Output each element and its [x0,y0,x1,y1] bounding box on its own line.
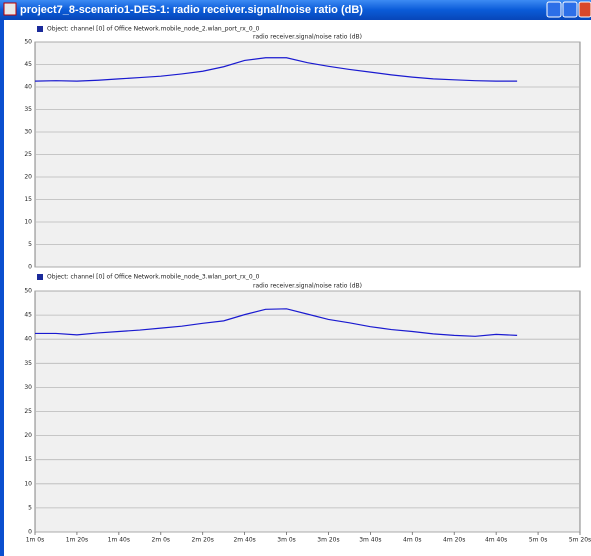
y-tick-label: 40 [24,84,32,91]
y-tick-label: 10 [24,219,32,226]
x-tick-label: 2m 20s [192,537,214,544]
legend-label: Object: channel [0] of Office Network.mo… [47,26,260,33]
data-line [34,57,518,82]
chart-title: radio receiver.signal/noise ratio (dB) [253,34,362,41]
y-tick-label: 5 [28,241,32,248]
x-tick-label: 4m 0s [403,537,422,544]
window-icon [3,2,17,16]
y-tick-label: 10 [24,480,32,487]
x-tick-label: 2m 40s [233,537,255,544]
x-tick-label: 1m 20s [66,537,88,544]
y-tick-label: 15 [24,456,32,463]
data-line [35,308,518,337]
maximize-button[interactable] [562,1,578,18]
x-tick-label: 3m 40s [359,537,381,544]
x-tick-label: 3m 0s [277,537,296,544]
close-button[interactable] [578,1,591,18]
y-tick-label: 40 [24,336,32,343]
y-tick-label: 5 [28,504,32,511]
y-tick-label: 25 [24,151,32,158]
x-tick-label: 4m 20s [443,537,465,544]
x-tick-label: 1m 40s [108,537,130,544]
y-tick-label: 45 [24,61,32,68]
chart-title: radio receiver.signal/noise ratio (dB) [253,283,362,290]
y-tick-label: 35 [24,106,32,113]
y-tick-label: 45 [24,312,32,319]
x-tick-label: 5m 20s [569,537,591,544]
x-tick-label: 4m 40s [485,537,507,544]
legend-label: Object: channel [0] of Office Network.mo… [47,274,260,281]
y-tick-label: 50 [24,288,32,295]
x-tick-label: 2m 0s [152,537,171,544]
y-tick-label: 30 [24,129,32,136]
window-title: project7_8-scenario1-DES-1: radio receiv… [20,4,363,16]
title-bar [0,0,591,20]
y-tick-label: 25 [24,408,32,415]
minimize-button[interactable] [546,1,562,18]
legend-swatch [37,274,43,280]
y-tick-label: 15 [24,196,32,203]
y-tick-label: 20 [24,432,32,439]
legend-swatch [37,26,43,32]
y-tick-label: 35 [24,360,32,367]
y-tick-label: 0 [28,264,32,271]
y-tick-label: 50 [24,39,32,46]
x-tick-label: 3m 20s [317,537,339,544]
x-tick-label: 1m 0s [26,537,45,544]
y-tick-label: 20 [24,174,32,181]
x-tick-label: 5m 0s [529,537,548,544]
y-tick-label: 30 [24,384,32,391]
y-tick-label: 0 [28,529,32,536]
